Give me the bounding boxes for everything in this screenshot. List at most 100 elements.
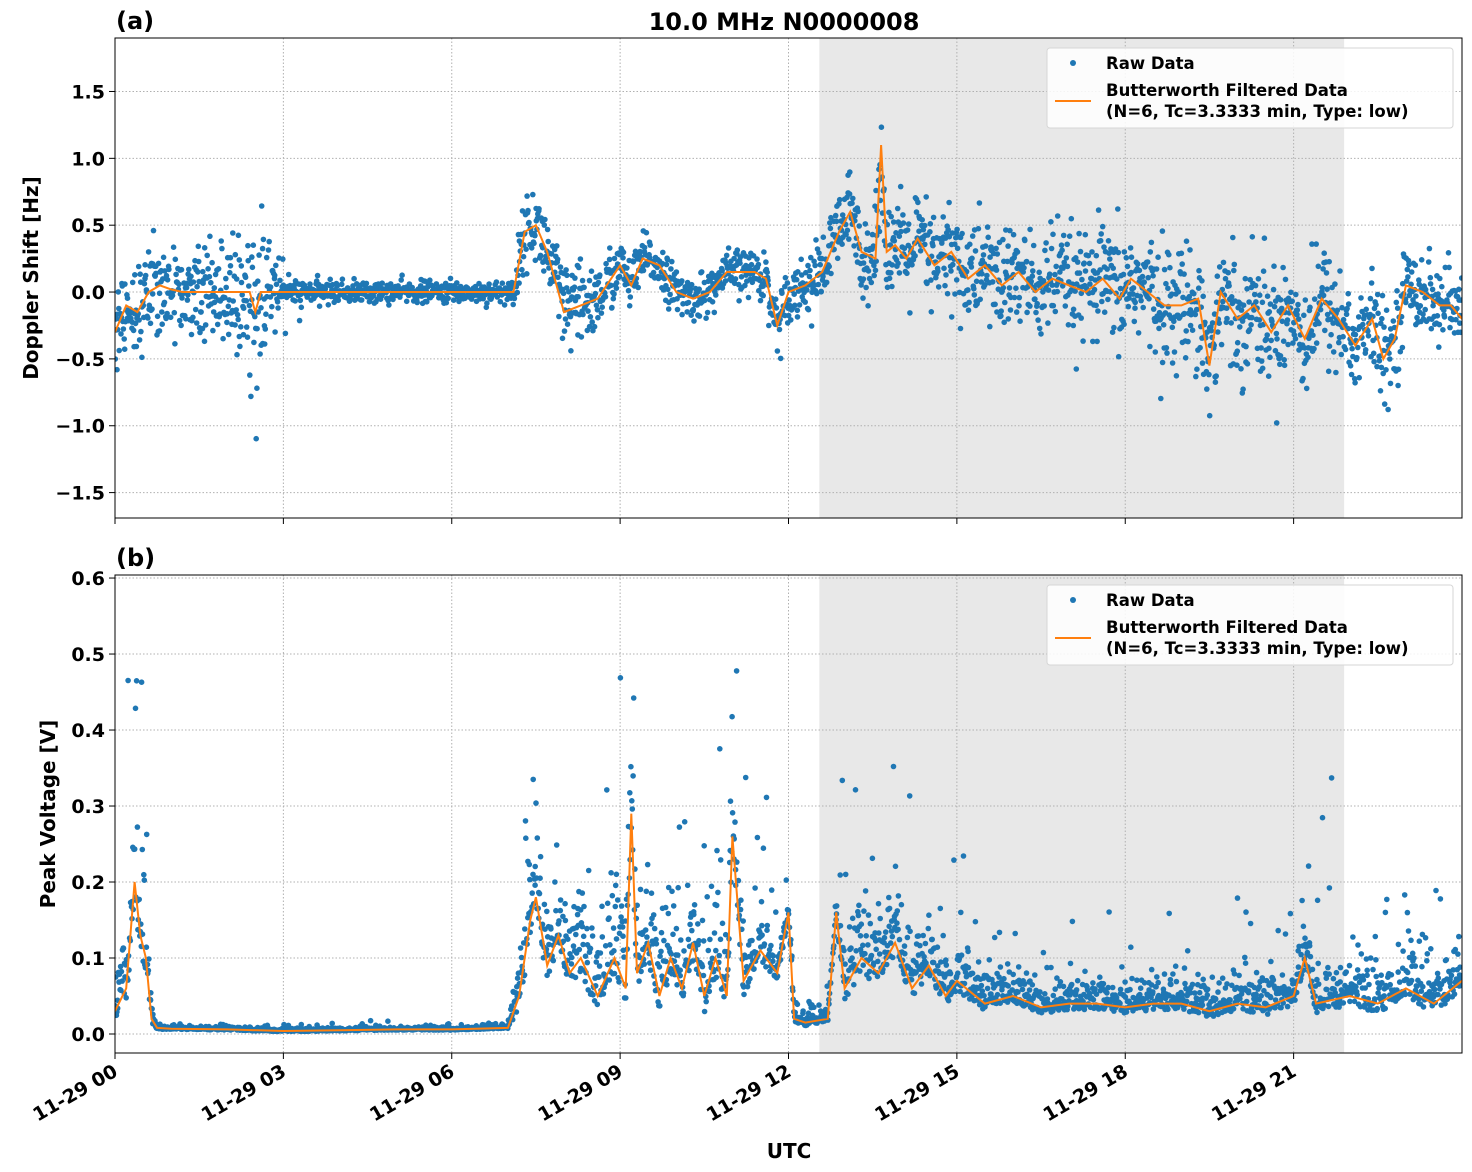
raw-point [1199,360,1206,366]
raw-point [149,291,156,297]
raw-point [1164,350,1170,356]
raw-point [922,940,929,947]
raw-point [307,281,313,287]
raw-point [1005,243,1011,249]
raw-point [1363,306,1369,313]
raw-point [1070,306,1077,313]
raw-point [1434,313,1441,319]
raw-point [847,169,853,175]
raw-point [1289,298,1295,305]
raw-point [1204,986,1211,993]
raw-point [952,291,958,297]
raw-point [613,280,620,286]
raw-point [1076,270,1083,276]
raw-point [552,879,558,885]
raw-point [230,298,236,304]
raw-point [793,276,800,283]
raw-point [244,334,251,341]
raw-point [285,271,292,278]
raw-point [1050,992,1057,999]
raw-point [1323,270,1330,276]
raw-point [265,247,272,253]
raw-point [1073,987,1080,993]
raw-point [699,917,706,924]
raw-point [1044,964,1050,971]
raw-point [1273,420,1280,426]
raw-point [985,234,991,241]
raw-point [1216,320,1222,327]
raw-point [661,937,667,944]
raw-point [138,679,145,685]
raw-point [1148,239,1155,246]
raw-point [663,261,670,268]
raw-point [857,933,864,939]
raw-point [1293,291,1299,298]
raw-point [255,309,261,315]
raw-point [212,271,219,278]
raw-point [596,974,602,980]
raw-point [866,975,872,982]
raw-point [154,313,161,320]
raw-point [119,978,125,984]
raw-point [798,272,805,278]
raw-point [873,187,879,194]
raw-point [782,274,789,281]
raw-point [1049,282,1055,288]
raw-point [385,1018,391,1024]
raw-point [761,941,768,947]
raw-point [634,902,640,909]
raw-point [1181,1006,1187,1012]
raw-point [1121,321,1127,328]
raw-point [1092,986,1098,992]
raw-point [1305,354,1311,361]
raw-point [1181,310,1188,317]
raw-point [335,297,342,304]
raw-point [865,942,871,948]
raw-point [1340,333,1346,340]
raw-point [1258,993,1264,999]
raw-point [862,888,869,894]
raw-point [696,286,702,293]
raw-point [1058,242,1065,248]
raw-point [1458,297,1462,303]
raw-point [662,904,669,911]
raw-point [578,334,585,340]
raw-point [701,1008,708,1015]
raw-point [875,900,882,907]
raw-point [1159,359,1166,366]
raw-point [1195,285,1202,292]
raw-point [159,309,165,315]
raw-point [1106,909,1112,915]
raw-point [713,292,719,298]
raw-point [1101,244,1107,250]
raw-point [570,943,577,949]
raw-point [641,961,648,967]
raw-point [1278,305,1285,312]
raw-point [386,302,392,308]
raw-point [1268,337,1274,344]
raw-point [675,884,681,891]
raw-point [766,322,772,329]
raw-point [640,267,647,274]
raw-point [1200,976,1206,983]
raw-point [862,950,868,957]
raw-point [1137,985,1144,991]
raw-point [1223,305,1230,312]
raw-point [1279,318,1286,325]
raw-point [514,975,521,981]
raw-point [1226,283,1232,289]
raw-point [1127,986,1133,993]
raw-point [993,267,1000,273]
raw-point [277,277,283,284]
raw-point [1231,267,1237,274]
raw-point [589,925,595,931]
raw-point [223,275,229,282]
raw-point [1294,307,1301,313]
raw-point [717,936,724,943]
raw-point [249,254,255,260]
raw-point [1048,964,1054,971]
raw-point [522,926,528,932]
raw-point [894,908,901,914]
raw-point [696,937,702,944]
